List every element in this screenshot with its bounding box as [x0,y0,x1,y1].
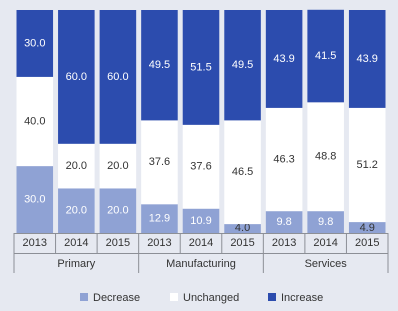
legend-label: Decrease [93,292,140,304]
x-tick-label: 2013 [147,237,171,249]
value-label: 20.0 [66,205,87,217]
bar-segment [307,211,344,233]
value-label: 12.9 [149,213,170,225]
bar-segment [182,208,220,233]
value-label: 49.5 [149,59,170,71]
bar-segment [224,120,261,225]
legend-label: Unchanged [183,292,239,304]
x-tick-label: 2014 [189,237,213,249]
value-label: 30.0 [24,37,45,49]
bar-segment [265,10,303,108]
legend-swatch [80,293,88,301]
value-label: 9.8 [318,216,333,228]
bar-segment [99,188,137,233]
value-label: 9.8 [276,216,291,228]
value-label: 43.9 [273,53,294,65]
bar-segment [16,166,54,233]
bar-segment [182,10,220,125]
bar-segment [348,107,386,223]
value-label: 46.3 [273,153,294,165]
x-tick-label: 2015 [106,237,130,249]
value-label: 4.0 [235,222,250,234]
bar-segment [58,143,95,189]
value-label: 30.0 [24,193,45,205]
value-label: 49.5 [232,59,253,71]
bar-segment [141,10,178,121]
x-tick-label: 2014 [313,237,337,249]
bar-segment [16,10,54,77]
value-label: 43.9 [357,53,378,65]
x-tick-label: 2014 [64,237,88,249]
bar-segment [348,222,386,233]
bar-segment [99,143,137,189]
bar-segment [182,124,220,209]
bar-segment [141,120,178,205]
x-tick-label: 2013 [23,237,47,249]
bar-segment [16,76,54,167]
value-label: 51.2 [357,159,378,171]
x-tick-label: 2015 [355,237,379,249]
bar-segment [265,211,303,233]
bar-segment [141,204,178,233]
x-tick-label: 2013 [272,237,296,249]
bar-segment [348,10,386,108]
legend-swatch [268,293,276,301]
value-label: 60.0 [66,71,87,83]
bar-segment [58,10,95,144]
value-label: 40.0 [24,115,45,127]
legend-label: Increase [281,292,323,304]
group-label: Services [305,258,348,270]
bar-segment [307,9,344,103]
value-label: 51.5 [190,61,211,73]
bar-segment [99,10,137,144]
value-label: 46.5 [232,166,253,178]
value-label: 37.6 [149,156,170,168]
x-tick-label: 2015 [230,237,254,249]
value-label: 60.0 [107,71,128,83]
legend-swatch [170,293,178,301]
value-label: 48.8 [315,151,336,163]
group-label: Manufacturing [166,258,236,270]
group-label: Primary [57,258,95,270]
value-label: 10.9 [190,215,211,227]
value-label: 20.0 [66,160,87,172]
bar-segment [265,107,303,212]
value-label: 4.9 [360,222,375,234]
value-label: 37.6 [190,161,211,173]
value-label: 20.0 [107,205,128,217]
bar-segment [224,10,261,121]
value-label: 20.0 [107,160,128,172]
bar-segment [58,188,95,233]
bar-segment [307,102,344,212]
value-label: 41.5 [315,50,336,62]
bar-segment [224,224,261,233]
